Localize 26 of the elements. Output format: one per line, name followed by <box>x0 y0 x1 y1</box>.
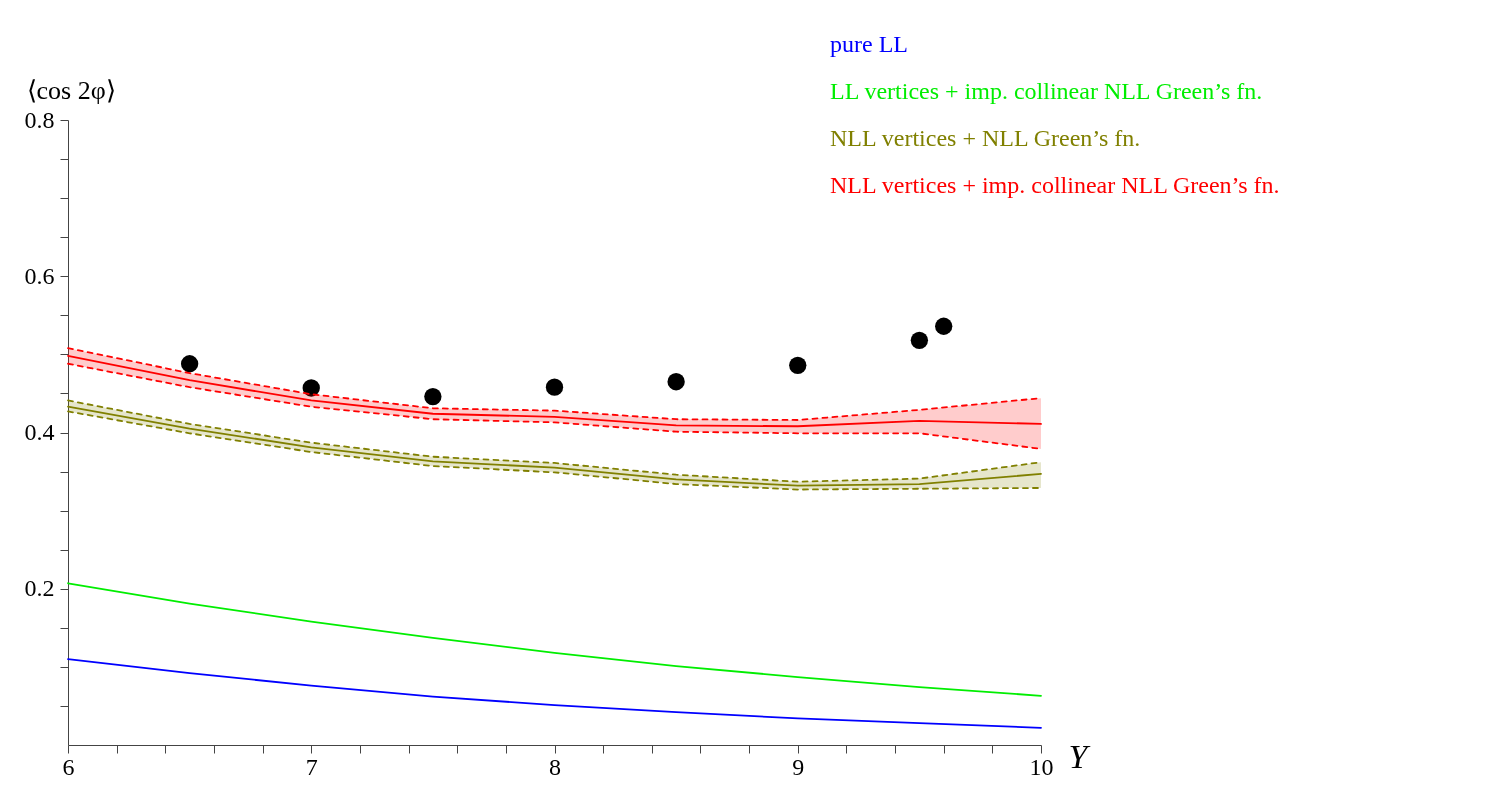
point <box>302 379 320 397</box>
y-tick-label: 0.2 <box>24 575 55 602</box>
x-tick-label: 9 <box>792 753 805 780</box>
x-tick-label: 10 <box>1029 753 1054 780</box>
text: LL vertices + imp. collinear NLL Green’s fn. <box>830 78 1263 104</box>
line-series <box>67 582 1042 697</box>
line-series <box>67 355 1042 428</box>
y-axis-title: ⟨cos 2φ⟩ <box>26 75 116 105</box>
point <box>545 378 564 396</box>
point <box>424 387 442 406</box>
point <box>935 317 953 335</box>
point <box>789 356 807 374</box>
x-tick-label: 8 <box>549 753 561 780</box>
y-tick-label: 0.8 <box>24 106 55 133</box>
point <box>667 373 685 391</box>
y-tick-label: 0.6 <box>24 262 55 289</box>
text: NLL vertices + imp. collinear NLL Green’s fn. <box>830 172 1280 198</box>
y-tick-label: 0.4 <box>24 419 55 445</box>
point <box>180 355 199 373</box>
text: pure LL <box>830 31 908 57</box>
point <box>910 331 929 349</box>
x-axis-title: Y <box>1068 737 1091 775</box>
x-tick-label: 7 <box>305 753 318 780</box>
line-series <box>67 658 1042 729</box>
text: NLL vertices + NLL Green’s fn. <box>830 125 1141 151</box>
x-tick-label: 6 <box>62 753 75 780</box>
